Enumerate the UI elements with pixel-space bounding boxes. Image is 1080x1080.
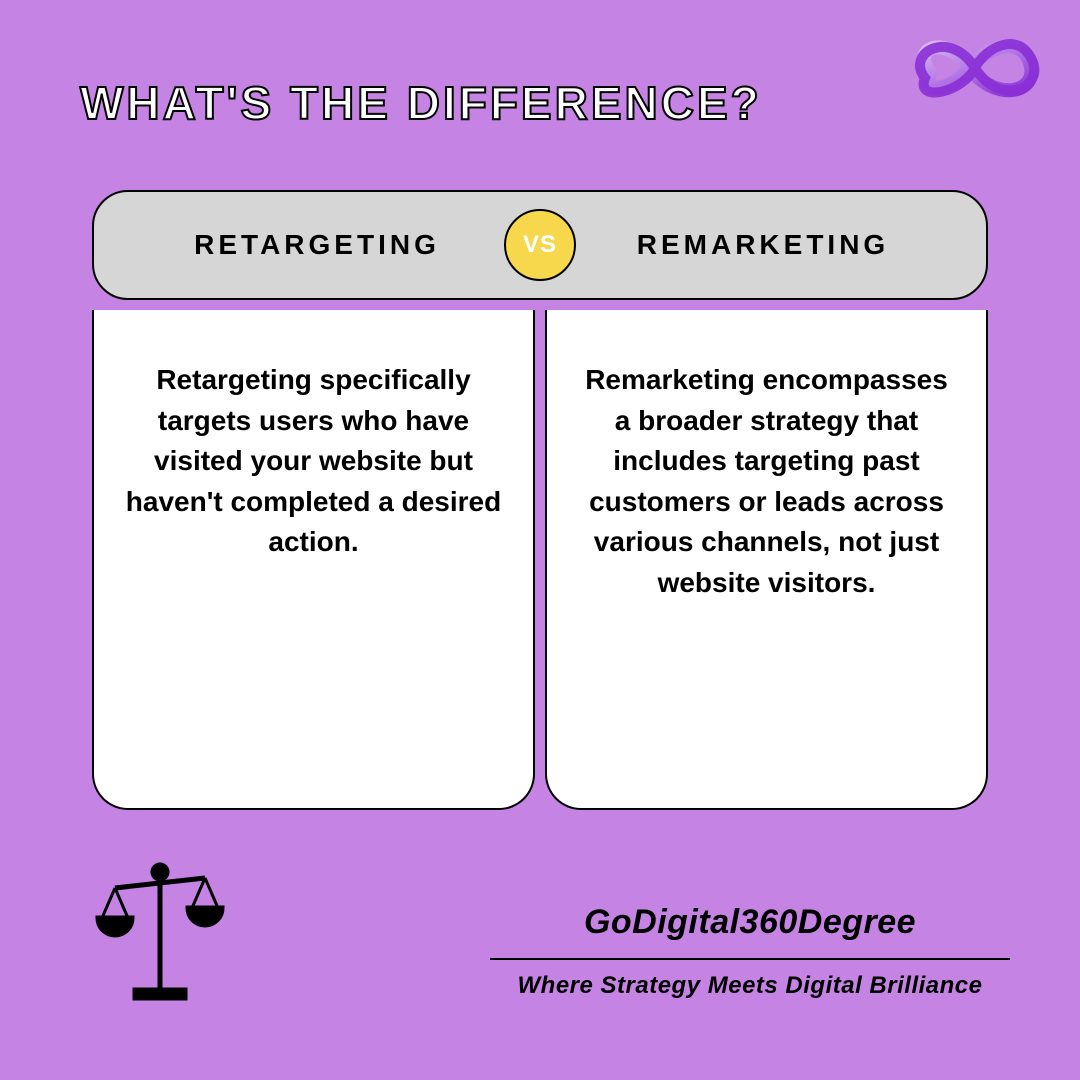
- vs-badge: VS: [504, 209, 576, 281]
- left-header-cell: RETARGETING: [94, 192, 540, 298]
- infographic-canvas: WHAT'S THE DIFFERENCE? RETARGETING REMAR…: [0, 0, 1080, 1080]
- comparison-container: RETARGETING REMARKETING VS Retargeting s…: [92, 190, 988, 810]
- brand-tagline: Where Strategy Meets Digital Brilliance: [490, 972, 1010, 1000]
- right-body-text: Remarketing encompasses a broader strate…: [575, 360, 958, 604]
- brand-block: GoDigital360Degree Where Strategy Meets …: [490, 903, 1010, 1000]
- balance-scale-icon: [90, 860, 230, 1010]
- brand-logo-icon: [900, 18, 1050, 128]
- brand-divider: [490, 958, 1010, 960]
- left-body-cell: Retargeting specifically targets users w…: [92, 310, 535, 810]
- right-body-cell: Remarketing encompasses a broader strate…: [545, 310, 988, 810]
- brand-name: GoDigital360Degree: [490, 903, 1010, 952]
- page-title: WHAT'S THE DIFFERENCE?: [80, 76, 762, 130]
- comparison-header-row: RETARGETING REMARKETING VS: [92, 190, 988, 300]
- left-body-text: Retargeting specifically targets users w…: [122, 360, 505, 563]
- comparison-body-row: Retargeting specifically targets users w…: [92, 310, 988, 810]
- right-header-cell: REMARKETING: [540, 192, 986, 298]
